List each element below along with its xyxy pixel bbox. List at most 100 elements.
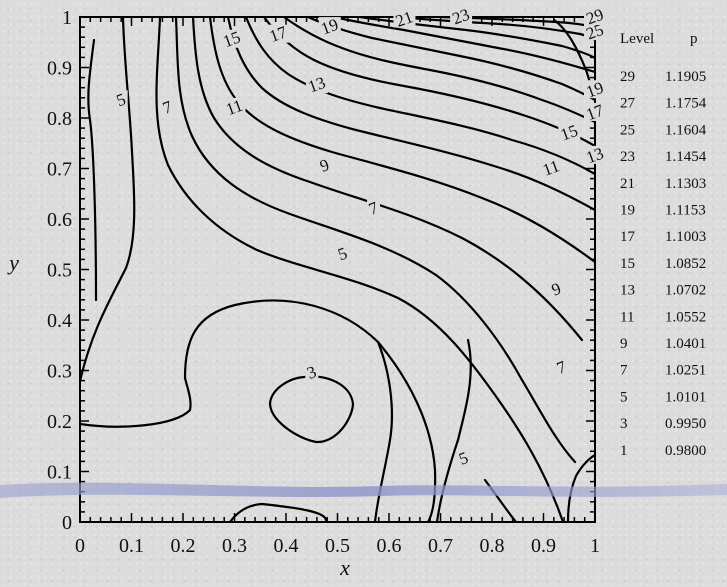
contour-label-bg xyxy=(540,158,563,177)
legend-value: 1.1003 xyxy=(665,229,706,245)
y-axis-title: y xyxy=(7,250,19,275)
legend-value: 0.9800 xyxy=(665,443,706,459)
contour-line-right-4 xyxy=(566,453,595,522)
legend-level: 25 xyxy=(620,122,635,138)
contour-label: 9 xyxy=(549,279,563,300)
contour-label: 5 xyxy=(456,448,470,469)
contour-label: 9 xyxy=(317,155,331,176)
x-tick-label: 0 xyxy=(75,535,85,557)
contour-label: 13 xyxy=(305,73,327,97)
legend-value: 1.1754 xyxy=(665,96,707,112)
legend: Level p 29 1.1905 27 1.1754 25 1.1604 23 1.1454… xyxy=(620,31,707,459)
legend-level: 11 xyxy=(620,309,634,325)
contour-label: 7 xyxy=(366,198,381,219)
y-tick-label: 1 xyxy=(62,7,72,29)
legend-value-header: p xyxy=(690,31,698,47)
contour-line-5-loop xyxy=(183,299,437,522)
contour-label-text: 11 xyxy=(540,156,562,179)
contour-line-main-12 xyxy=(396,17,595,42)
legend-level: 23 xyxy=(620,149,635,165)
legend-rows: 29 1.1905 27 1.1754 25 1.1604 23 1.1454 21 1.1303… xyxy=(620,69,707,459)
legend-level: 29 xyxy=(620,69,635,85)
y-tick-label: 0.7 xyxy=(47,159,72,181)
legend-level: 3 xyxy=(620,416,628,432)
y-tick-label: 0.2 xyxy=(47,411,72,433)
contour-line-main-8 xyxy=(282,17,595,124)
contour-label-bg xyxy=(584,80,606,99)
contour-labels: 355577799111113131515171719192123252729 xyxy=(114,5,607,469)
contour-label-text: 15 xyxy=(221,27,243,51)
contour-label-bg xyxy=(584,7,606,25)
legend-value: 1.0702 xyxy=(665,283,706,299)
contour-line-main-6 xyxy=(244,17,595,176)
legend-level: 1 xyxy=(620,443,628,459)
contour-line-5-base xyxy=(80,376,192,428)
contour-label-bg xyxy=(367,198,381,217)
contour-label-bg xyxy=(584,145,606,164)
contour-label-bg xyxy=(549,279,563,298)
contour-label-text: 19 xyxy=(318,15,340,39)
contour-label: 7 xyxy=(160,97,175,118)
legend-level: 17 xyxy=(620,229,636,245)
legend-level: 27 xyxy=(620,96,636,112)
legend-value: 1.0251 xyxy=(665,363,706,379)
legend-value: 1.0552 xyxy=(665,309,706,325)
legend-value: 1.1604 xyxy=(665,122,707,138)
contour-label-bg xyxy=(267,24,290,43)
contour-label-bg xyxy=(220,29,243,48)
contour-label-bg xyxy=(558,123,581,142)
decorative-streak xyxy=(0,482,727,498)
contour-label-bg xyxy=(161,97,175,116)
contour-label: 17 xyxy=(584,100,607,124)
legend-value: 0.9950 xyxy=(665,416,706,432)
contour-label-bg xyxy=(318,17,341,36)
contour-label-text: 15 xyxy=(558,121,580,145)
contour-label-bg xyxy=(318,155,332,174)
legend-value: 1.1454 xyxy=(665,149,707,165)
y-tick-label: 0.3 xyxy=(47,361,72,383)
contour-label-text: 25 xyxy=(584,20,606,44)
legend-level: 5 xyxy=(620,389,628,405)
y-tick-label: 0.8 xyxy=(47,108,72,130)
contour-label-text: 17 xyxy=(584,100,607,124)
contour-label: 5 xyxy=(335,243,349,264)
legend-level-header: Level xyxy=(620,31,654,47)
y-tick-label: 0.5 xyxy=(47,260,72,282)
contour-line-main-1 xyxy=(155,17,565,522)
contour-label: 25 xyxy=(584,20,606,44)
x-tick-label: 0.2 xyxy=(171,535,196,557)
contour-label-text: 29 xyxy=(584,5,606,29)
contour-label-bg xyxy=(305,363,319,382)
contour-label-bg xyxy=(336,244,350,263)
y-tick-label: 0 xyxy=(62,512,72,534)
contour-label: 3 xyxy=(304,362,318,383)
x-tick-label: 0.3 xyxy=(222,535,247,557)
x-tick-label: 0.4 xyxy=(274,535,299,557)
y-tick-label: 0.6 xyxy=(47,209,72,231)
legend-value: 1.0101 xyxy=(665,389,706,405)
contour-label-bg xyxy=(450,7,473,25)
x-axis-title: x xyxy=(339,555,350,580)
contour-label-bg xyxy=(457,448,471,467)
contour-label: 15 xyxy=(221,27,243,51)
x-tick-label: 0.5 xyxy=(325,535,350,557)
contour-label-bg xyxy=(305,75,328,94)
contour-line-main-5 xyxy=(226,17,595,212)
contour-line-right-3 xyxy=(483,478,518,522)
contour-line-5-outer xyxy=(87,38,98,302)
contour-label: 15 xyxy=(558,121,580,145)
contour-line-main-2 xyxy=(174,17,577,464)
legend-value: 1.0852 xyxy=(665,256,706,272)
contour-line-7-b xyxy=(228,502,328,522)
contour-line-main-3 xyxy=(191,17,584,342)
contour-label: 17 xyxy=(267,22,290,46)
contour-label-text: 11 xyxy=(223,96,245,119)
y-tick-label: 0.1 xyxy=(47,462,72,484)
legend-level: 19 xyxy=(620,203,635,219)
legend-level: 15 xyxy=(620,256,635,272)
legend-value: 1.0401 xyxy=(665,336,706,352)
legend-level: 21 xyxy=(620,176,635,192)
contour-line-right-1 xyxy=(373,340,394,522)
contour-line-main-9 xyxy=(306,17,595,102)
